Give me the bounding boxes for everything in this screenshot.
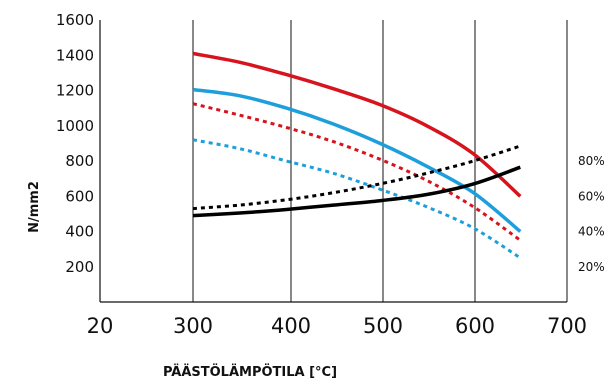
y-tick-label: 400 xyxy=(65,223,94,241)
x-tick-label: 700 xyxy=(547,314,587,338)
x-tick-label: 400 xyxy=(271,314,311,338)
x-axis-title: PÄÄSTÖLÄMPÖTILA [°C] xyxy=(163,364,337,380)
x-tick-label: 500 xyxy=(363,314,403,338)
y-tick-label: 200 xyxy=(65,258,94,276)
x-tick-label: 600 xyxy=(455,314,495,338)
x-tick-label: 300 xyxy=(173,314,213,338)
right-tick-label: 80% xyxy=(578,154,605,168)
y-tick-label: 600 xyxy=(65,187,94,205)
series-line-5 xyxy=(192,165,521,218)
y-tick-labels: 200 400 600 800 1000 1200 1400 1600 xyxy=(56,11,94,276)
right-tick-label: 60% xyxy=(578,189,605,203)
series-line-4 xyxy=(192,138,522,260)
right-tick-labels: 20% 40% 60% 80% xyxy=(578,154,605,274)
series-line-2 xyxy=(192,102,522,242)
series-line-1 xyxy=(192,51,522,198)
series-line-3 xyxy=(192,87,522,233)
grid xyxy=(192,20,568,302)
y-tick-label: 1600 xyxy=(56,11,94,29)
x-tick-label: 20 xyxy=(87,314,114,338)
y-tick-label: 1400 xyxy=(56,46,94,64)
y-tick-label: 1200 xyxy=(56,82,94,100)
series xyxy=(192,51,522,260)
right-tick-label: 20% xyxy=(578,260,605,274)
x-tick-labels: 20 300 400 500 600 700 xyxy=(87,314,587,338)
series-line-6 xyxy=(192,144,521,211)
y-axis-title: N/mm2 xyxy=(27,181,42,233)
right-tick-label: 40% xyxy=(578,225,605,239)
y-tick-label: 1000 xyxy=(56,117,94,135)
y-tick-label: 800 xyxy=(65,152,94,170)
